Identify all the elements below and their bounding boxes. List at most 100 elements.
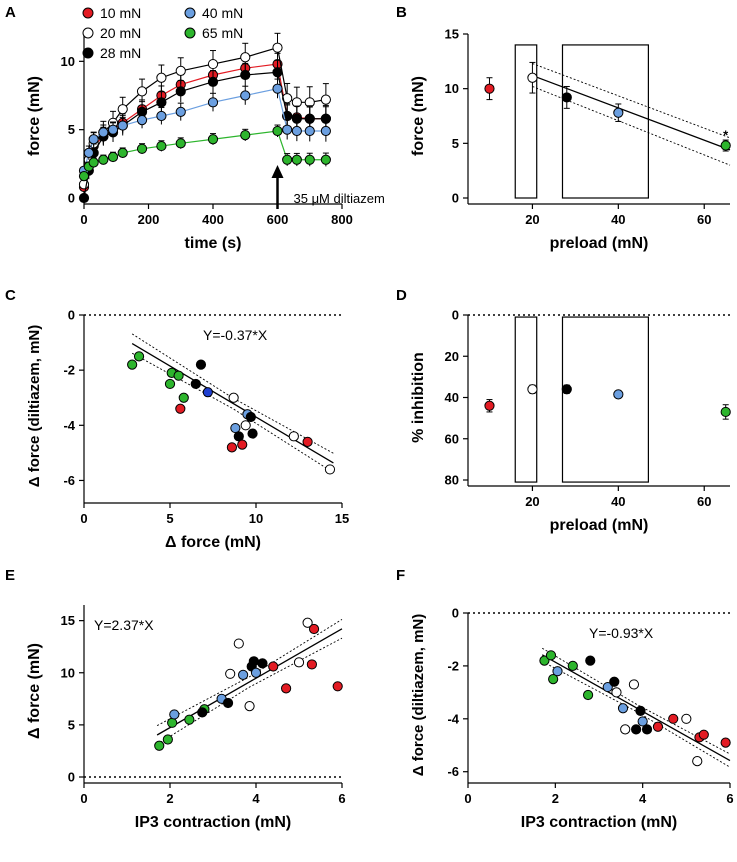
- x-tick-label: 0: [80, 511, 87, 526]
- data-point: [136, 86, 148, 97]
- data-point: [164, 378, 176, 390]
- data-point: [167, 717, 178, 728]
- x-axis-label: time (s): [185, 235, 242, 252]
- data-point: [582, 689, 594, 701]
- data-point: [272, 67, 283, 78]
- data-point: [635, 705, 646, 716]
- ci-lower: [532, 86, 731, 166]
- data-point: [609, 676, 620, 687]
- data-point: [240, 90, 251, 101]
- data-point: [613, 389, 624, 400]
- data-point: [272, 42, 283, 53]
- data-point: [240, 130, 251, 141]
- panel-label: D: [396, 287, 407, 304]
- y-axis-label: force (mN): [26, 76, 43, 156]
- legend-label: 20 mN: [100, 25, 141, 41]
- data-point: [197, 707, 208, 718]
- data-point: [272, 125, 283, 137]
- data-point: [291, 97, 302, 108]
- y-axis-label: % inhibition: [410, 352, 427, 443]
- data-point: [78, 192, 90, 204]
- data-point: [169, 709, 180, 720]
- data-point: [272, 83, 283, 94]
- data-point: [282, 124, 293, 135]
- data-point: [178, 392, 189, 403]
- data-point: [156, 97, 167, 108]
- data-point: [207, 97, 219, 108]
- y-tick-label: -2: [447, 658, 459, 673]
- data-point: [720, 737, 731, 748]
- x-tick-label: 60: [697, 494, 711, 509]
- data-point: [602, 681, 613, 693]
- data-point: [545, 650, 557, 661]
- data-point: [136, 115, 148, 126]
- data-point: [233, 638, 244, 649]
- ci-lower: [542, 661, 731, 768]
- data-point: [281, 683, 292, 694]
- data-point: [548, 674, 559, 685]
- panel-label: E: [5, 567, 15, 584]
- data-point: [306, 659, 317, 670]
- data-point: [320, 94, 331, 105]
- data-point: [308, 623, 320, 635]
- data-point: [195, 359, 207, 370]
- data-point: [117, 104, 128, 115]
- y-tick-label: 10: [61, 665, 75, 680]
- series-line-28: [83, 71, 326, 199]
- data-point: [552, 666, 563, 677]
- ci-lower: [156, 637, 343, 745]
- annotation-label: 35 μM diltiazem: [294, 191, 385, 206]
- y-tick-label: -2: [63, 363, 75, 378]
- data-point: [117, 147, 128, 158]
- panel-label: F: [396, 567, 405, 584]
- data-point: [620, 724, 631, 735]
- y-tick-label: -6: [63, 473, 75, 488]
- panel-d: D 20 40 60 0 20 40 60 80 preload (mN) % inhibition: [396, 287, 731, 534]
- x-axis-label: Δ force (mN): [165, 534, 261, 551]
- x-tick-label: 0: [80, 791, 87, 806]
- data-point: [88, 134, 99, 145]
- fit-line: [541, 654, 731, 762]
- x-tick-label: 400: [202, 212, 224, 227]
- data-point: [637, 716, 648, 727]
- x-tick-label: 40: [611, 212, 625, 227]
- data-point: [527, 384, 538, 395]
- x-axis-label: IP3 contraction (mN): [135, 814, 291, 831]
- y-tick-label: 60: [445, 431, 459, 446]
- x-tick-label: 0: [464, 791, 471, 806]
- ci-upper: [156, 619, 343, 727]
- y-axis-label: Δ force (mN): [26, 643, 43, 739]
- y-tick-label: 15: [445, 27, 459, 42]
- regression-equation: Y=-0.37*X: [203, 327, 268, 343]
- data-point: [240, 69, 251, 81]
- data-point: [184, 714, 195, 725]
- legend-label: 28 mN: [100, 45, 141, 61]
- data-point: [257, 658, 268, 669]
- data-point: [567, 660, 578, 672]
- x-axis-label: preload (mN): [550, 235, 649, 252]
- data-point: [244, 701, 255, 712]
- data-point: [250, 667, 262, 678]
- legend-label: 10 mN: [100, 5, 141, 21]
- x-tick-label: 60: [697, 212, 711, 227]
- data-point: [156, 110, 167, 122]
- data-point: [628, 679, 640, 690]
- data-point: [304, 125, 315, 137]
- y-tick-label: 40: [445, 390, 459, 405]
- data-point: [527, 72, 538, 83]
- legend-marker: [184, 7, 196, 19]
- legend-marker: [82, 47, 94, 59]
- data-point: [173, 370, 184, 381]
- data-point: [240, 420, 251, 431]
- data-point: [156, 72, 167, 83]
- data-point: [98, 154, 109, 165]
- panel-c: C 0 5 10 15 0 -2 -4 -6 Δ force (mN) Δ force (dilti…: [5, 287, 349, 551]
- data-point: [681, 713, 692, 724]
- x-tick-label: 20: [525, 494, 539, 509]
- data-point: [631, 724, 642, 735]
- panel-label: A: [5, 4, 16, 21]
- regression-equation: Y=2.37*X: [94, 617, 154, 633]
- y-tick-label: 0: [452, 191, 459, 206]
- data-point: [175, 86, 186, 97]
